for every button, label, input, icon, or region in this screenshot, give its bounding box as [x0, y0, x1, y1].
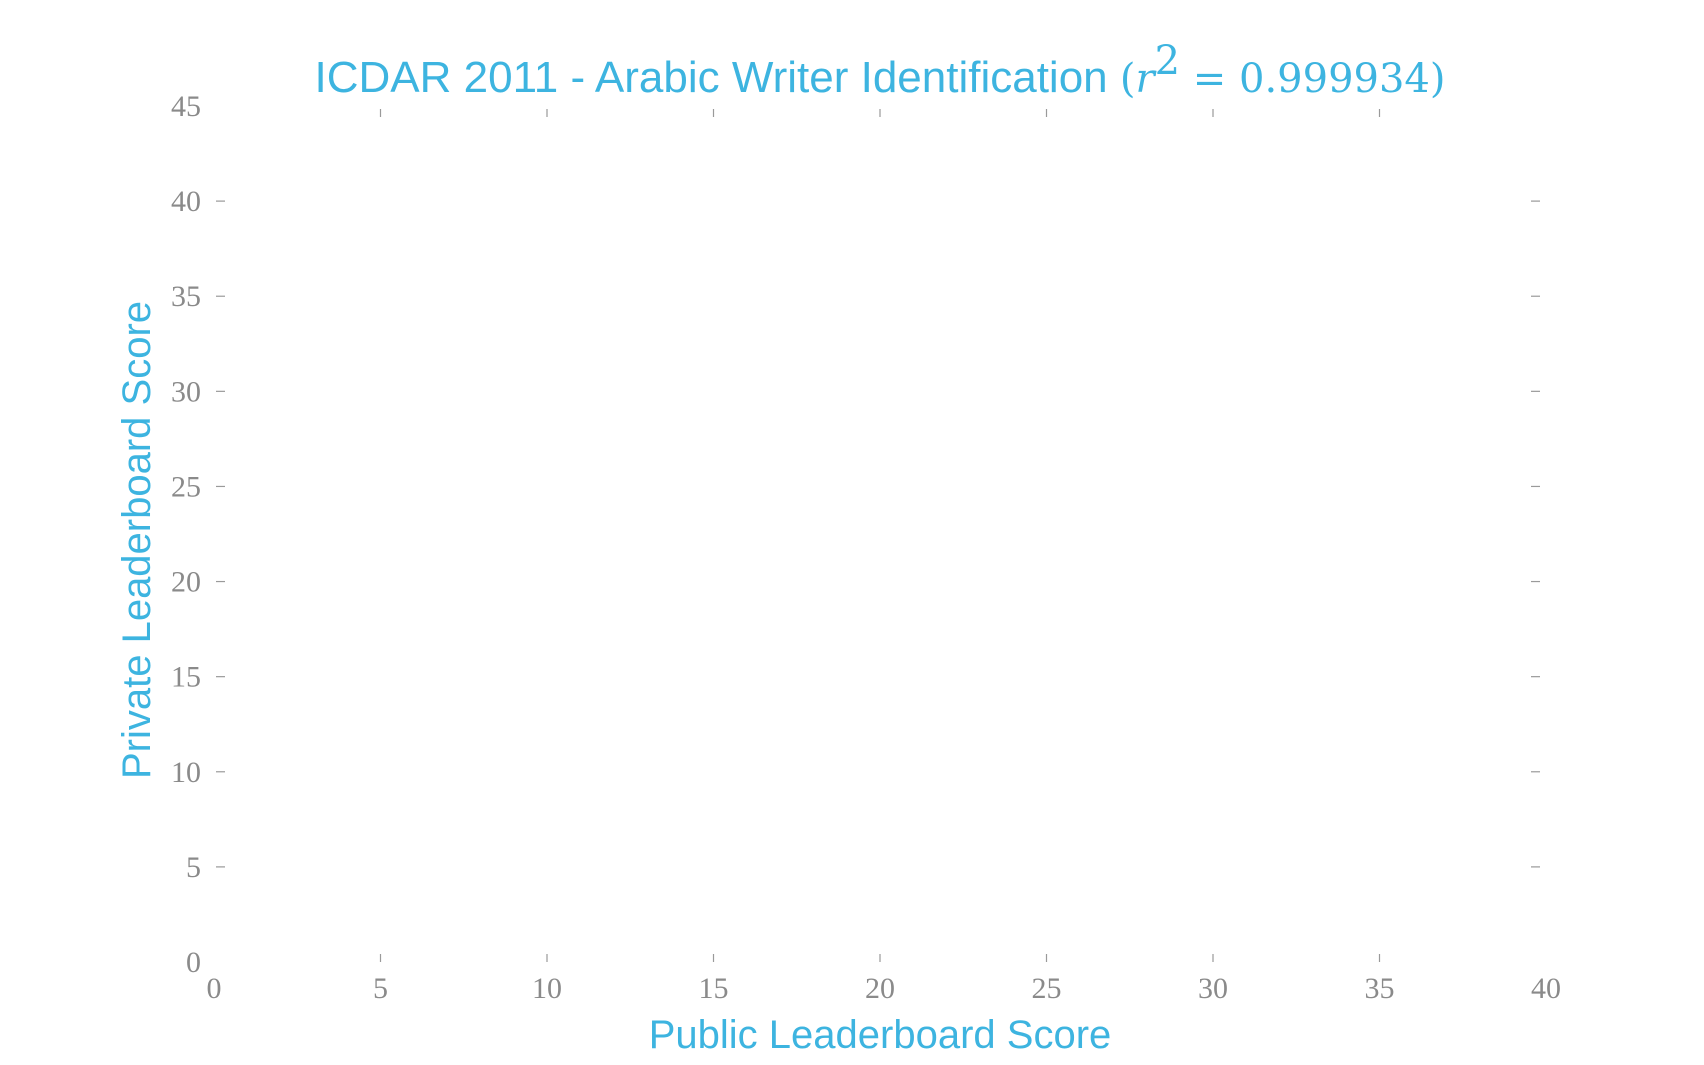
x-tick-label: 15	[699, 972, 729, 1005]
y-tick-label: 35	[171, 280, 201, 313]
chart-title-text: ICDAR 2011 - Arabic Writer Identificatio…	[315, 53, 1120, 102]
y-tick-label: 5	[186, 851, 201, 884]
chart-title-math-sup: 2	[1155, 38, 1180, 84]
y-tick-label: 20	[171, 566, 201, 599]
y-axis-label: Private Leaderboard Score	[115, 301, 159, 779]
chart-title: ICDAR 2011 - Arabic Writer Identificatio…	[315, 38, 1446, 102]
chart-title-math-var: r	[1135, 56, 1157, 102]
y-tick-label: 10	[171, 756, 201, 789]
y-tick-label: 30	[171, 375, 201, 408]
y-tick-label: 40	[171, 185, 201, 218]
y-tick-label: 25	[171, 470, 201, 503]
x-tick-label: 25	[1032, 972, 1062, 1005]
x-tick-label: 20	[865, 972, 895, 1005]
y-tick-label: 0	[186, 946, 201, 979]
axis-ticks: 0 5 10 15 20 25 30 35 40 0 5 10 15 20 25 30 35 40 45	[171, 90, 1561, 1005]
chart-title-math-rest: = 0.999934)	[1180, 56, 1445, 102]
y-tick-label: 45	[171, 90, 201, 123]
x-tick-label: 10	[532, 972, 562, 1005]
x-tick-label: 35	[1365, 972, 1395, 1005]
x-tick-label: 5	[373, 972, 388, 1005]
x-tick-label: 0	[207, 972, 222, 1005]
x-tick-label: 30	[1198, 972, 1228, 1005]
y-tick-label: 15	[171, 661, 201, 694]
x-tick-label: 40	[1531, 972, 1561, 1005]
x-axis-label: Public Leaderboard Score	[649, 1013, 1112, 1057]
chart-title-math-open: (	[1120, 56, 1136, 102]
